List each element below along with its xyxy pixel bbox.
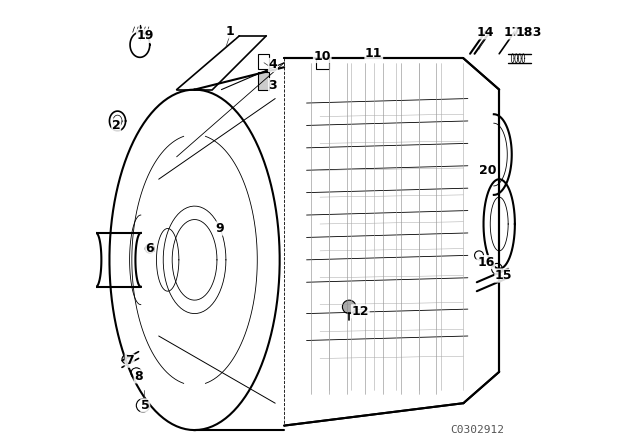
Bar [258, 54, 269, 69]
Text: C0302912: C0302912 [450, 425, 504, 435]
Text: 18: 18 [515, 26, 532, 39]
Text: 14: 14 [477, 26, 495, 39]
Circle shape [131, 368, 141, 379]
Text: 17: 17 [504, 26, 522, 39]
Bar [316, 58, 329, 69]
Text: 7: 7 [125, 354, 134, 367]
Bar [258, 72, 269, 90]
Text: 6: 6 [145, 242, 154, 255]
Text: 12: 12 [351, 305, 369, 318]
Text: 13: 13 [524, 26, 541, 39]
Text: 8: 8 [134, 370, 143, 383]
Text: 1: 1 [226, 25, 235, 38]
Text: 15: 15 [495, 269, 513, 282]
Circle shape [342, 300, 356, 314]
Text: 3: 3 [269, 78, 277, 92]
Text: 10: 10 [314, 49, 331, 63]
Circle shape [136, 399, 150, 412]
Text: 5: 5 [141, 399, 150, 412]
Circle shape [474, 251, 484, 260]
Circle shape [145, 244, 154, 253]
Text: 9: 9 [215, 222, 223, 235]
Text: 4: 4 [269, 58, 277, 72]
Circle shape [492, 263, 502, 274]
Text: 2: 2 [112, 119, 120, 132]
Text: 16: 16 [477, 255, 495, 269]
Circle shape [122, 355, 131, 364]
Text: 20: 20 [479, 164, 497, 177]
Text: 19: 19 [136, 29, 154, 43]
Text: 11: 11 [365, 47, 383, 60]
